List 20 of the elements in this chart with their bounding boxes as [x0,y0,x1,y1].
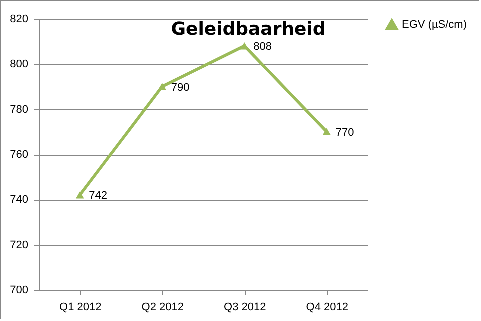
y-tick-label: 700 [10,284,28,296]
data-label: 790 [171,82,190,94]
point [158,83,167,90]
y-tick-label: 820 [10,14,28,26]
y-tick-label: 800 [10,58,28,71]
data-label: 770 [336,126,354,139]
point [76,192,84,199]
data-label: 742 [89,190,108,202]
x-tick-label: Q2 2012 [142,302,184,314]
x-tick-label: Q1 2012 [60,302,102,314]
legend-label: EGV (µS/cm) [402,19,468,31]
x-tick-label: Q4 2012 [306,302,348,314]
chart-title: Geleidbaarheid [171,19,326,40]
y-tick-label: 780 [10,104,28,116]
data-label: 808 [254,41,272,54]
y-tick-label: 720 [10,239,28,252]
y-tick-label: 740 [10,194,28,206]
y-tick-label: 760 [10,149,28,161]
point [322,128,332,136]
x-tick-label: Q3 2012 [224,302,266,314]
